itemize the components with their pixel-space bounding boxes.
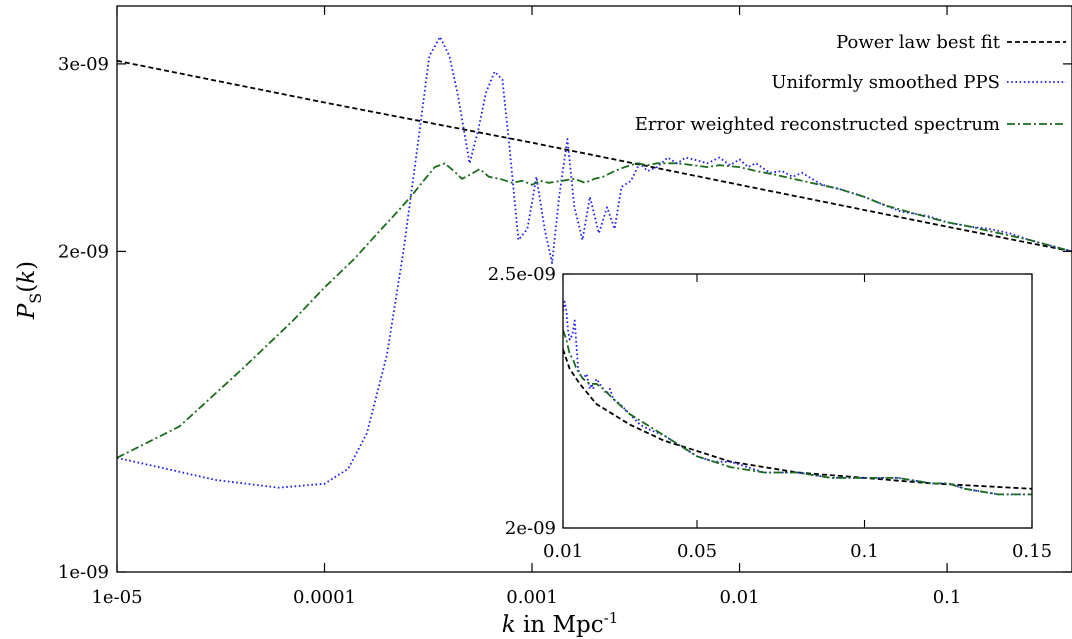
y-axis-title: PS(k) (14, 261, 45, 320)
inset-x-tick-label: 0.05 (677, 541, 717, 562)
y-axis-title-paren-open: ( (14, 284, 40, 293)
main-plot-frame (116, 5, 1072, 573)
inset-plot-series-power-law-best-fit (563, 349, 1032, 490)
y-tick-label: 1e-09 (58, 562, 109, 583)
y-tick-label: 3e-09 (58, 54, 109, 75)
x-axis-title-exponent: -1 (604, 609, 619, 627)
x-axis-title: k in Mpc-1 (502, 609, 619, 638)
inset-x-tick-label: 0.01 (543, 541, 583, 562)
legend-label-power-law-best-fit: Power law best fit (836, 32, 1001, 53)
main-plot-lines (117, 36, 1072, 489)
inset-plot-series-error-weighted-reconstructed-spectrum (563, 329, 1032, 496)
x-tick-label: 0.0001 (293, 587, 356, 608)
x-axis-title-unit: in Mpc (516, 612, 604, 638)
inset-plot-background (563, 274, 1032, 528)
y-axis-title-argument: k (14, 270, 40, 284)
main-plot-series-uniformly-smoothed-pps (117, 36, 1072, 489)
main-plot-series-error-weighted-reconstructed-spectrum (117, 162, 1072, 459)
inset-plot-lines (563, 300, 1032, 496)
inset-x-tick-label: 0.1 (850, 541, 879, 562)
legend-label-uniformly-smoothed-pps: Uniformly smoothed PPS (771, 72, 1000, 93)
inset-y-tick-label: 2.5e-09 (488, 264, 556, 285)
inset-plot-frame (562, 273, 1033, 529)
main-plot-series-power-law-best-fit (117, 59, 1072, 253)
main-plot: 1e-05 0.0001 0.001 0.01 0.1 1e-09 2e-09 3e-09 (58, 5, 1072, 608)
inset-plot: 0.01 0.05 0.1 0.15 2e-09 2.5e-09 (488, 264, 1052, 562)
y-axis-title-subscript: S (26, 293, 45, 304)
inset-y-tick-label: 2e-09 (505, 518, 556, 539)
x-tick-label: 0.1 (933, 587, 962, 608)
y-tick-label: 2e-09 (58, 241, 109, 262)
y-axis-title-paren-close: ) (14, 261, 40, 270)
y-axis-title-variable: P (14, 303, 40, 320)
inset-x-tick-label: 0.15 (1012, 541, 1052, 562)
main-plot-ticks: 1e-05 0.0001 0.001 0.01 0.1 1e-09 2e-09 3e-09 (58, 6, 1072, 608)
x-tick-label: 0.001 (506, 587, 558, 608)
inset-plot-ticks: 0.01 0.05 0.1 0.15 2e-09 2.5e-09 (488, 264, 1052, 562)
x-tick-label: 0.01 (720, 587, 760, 608)
x-axis-title-variable: k (502, 612, 516, 638)
legend: Power law best fit Uniformly smoothed PPS… (635, 32, 1066, 135)
legend-label-error-weighted-reconstructed-spectrum: Error weighted reconstructed spectrum (635, 114, 1000, 135)
x-tick-label: 1e-05 (91, 587, 142, 608)
